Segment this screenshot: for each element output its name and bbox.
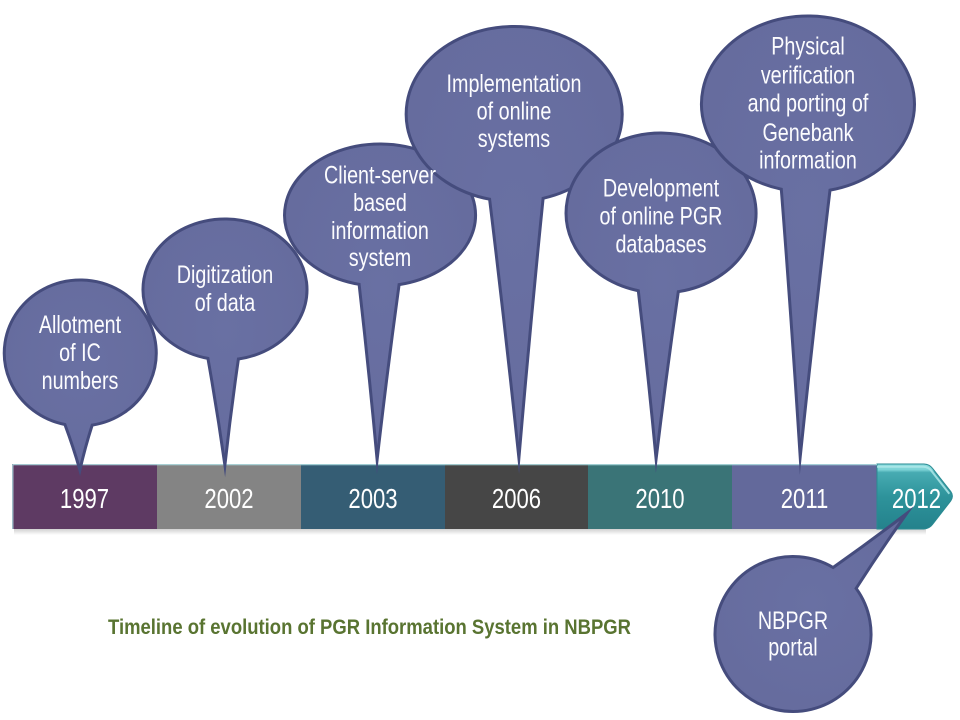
svg-text:Timeline of evolution of PGR I: Timeline of evolution of PGR Information… bbox=[108, 616, 631, 639]
svg-text:portal: portal bbox=[768, 633, 817, 661]
svg-text:1997: 1997 bbox=[60, 484, 109, 515]
svg-text:Implementation: Implementation bbox=[447, 70, 582, 98]
svg-text:system: system bbox=[349, 244, 412, 272]
svg-text:Physical: Physical bbox=[771, 32, 845, 60]
svg-text:and porting of: and porting of bbox=[748, 89, 869, 117]
svg-text:Digitization: Digitization bbox=[177, 261, 274, 289]
svg-text:2003: 2003 bbox=[348, 484, 397, 515]
svg-text:of online: of online bbox=[477, 97, 552, 125]
svg-text:based: based bbox=[353, 189, 407, 217]
svg-text:Development: Development bbox=[603, 174, 720, 202]
svg-text:2002: 2002 bbox=[204, 484, 253, 515]
svg-text:2012: 2012 bbox=[892, 484, 941, 515]
svg-text:2006: 2006 bbox=[492, 484, 541, 515]
svg-text:of IC: of IC bbox=[59, 339, 101, 367]
svg-text:information: information bbox=[759, 146, 857, 174]
svg-text:2010: 2010 bbox=[635, 484, 684, 515]
svg-text:2011: 2011 bbox=[781, 484, 829, 515]
svg-text:NBPGR: NBPGR bbox=[758, 607, 828, 635]
svg-text:databases: databases bbox=[615, 230, 706, 258]
svg-text:information: information bbox=[331, 217, 429, 245]
svg-text:Genebank: Genebank bbox=[762, 119, 854, 147]
svg-text:verification: verification bbox=[761, 61, 855, 89]
svg-text:Client-server: Client-server bbox=[324, 161, 436, 189]
svg-text:of data: of data bbox=[195, 289, 256, 317]
svg-text:Allotment: Allotment bbox=[39, 311, 122, 339]
svg-text:systems: systems bbox=[478, 125, 550, 153]
svg-text:of online PGR: of online PGR bbox=[600, 202, 723, 230]
svg-text:numbers: numbers bbox=[42, 367, 119, 395]
